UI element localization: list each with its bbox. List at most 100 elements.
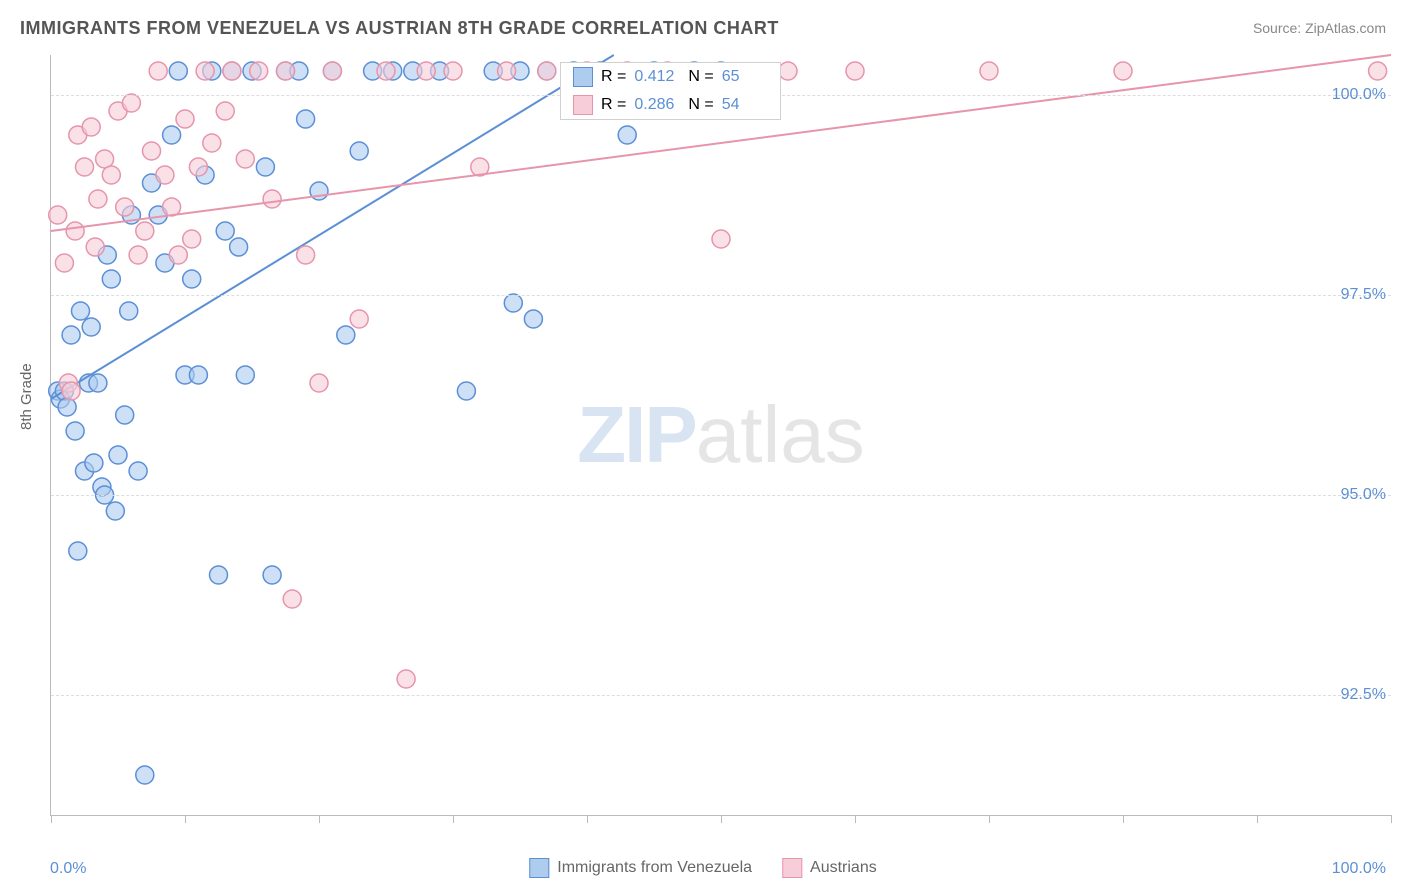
data-point: [618, 126, 636, 144]
data-point: [277, 62, 295, 80]
data-point: [377, 62, 395, 80]
x-tick: [1257, 815, 1258, 823]
x-tick: [51, 815, 52, 823]
data-point: [297, 246, 315, 264]
scatter-svg: [51, 55, 1391, 815]
chart-title: IMMIGRANTS FROM VENEZUELA VS AUSTRIAN 8T…: [20, 18, 779, 39]
data-point: [216, 102, 234, 120]
data-point: [66, 222, 84, 240]
chart-container: IMMIGRANTS FROM VENEZUELA VS AUSTRIAN 8T…: [0, 0, 1406, 892]
x-axis-min-label: 0.0%: [50, 860, 86, 878]
data-point: [69, 542, 87, 560]
data-point: [236, 366, 254, 384]
x-tick: [989, 815, 990, 823]
data-point: [196, 62, 214, 80]
data-point: [263, 566, 281, 584]
series-swatch: [573, 67, 593, 87]
data-point: [283, 590, 301, 608]
x-tick: [1123, 815, 1124, 823]
data-point: [980, 62, 998, 80]
data-point: [49, 206, 67, 224]
data-point: [169, 246, 187, 264]
x-axis-max-label: 100.0%: [1332, 860, 1386, 878]
stat-n-value: 65: [722, 68, 768, 86]
data-point: [417, 62, 435, 80]
data-point: [82, 118, 100, 136]
data-point: [62, 326, 80, 344]
legend-item: Immigrants from Venezuela: [529, 858, 752, 878]
data-point: [504, 294, 522, 312]
data-point: [102, 166, 120, 184]
data-point: [120, 302, 138, 320]
x-tick: [319, 815, 320, 823]
stat-n-value: 54: [722, 96, 768, 114]
data-point: [236, 150, 254, 168]
data-point: [89, 190, 107, 208]
data-point: [210, 566, 228, 584]
data-point: [176, 110, 194, 128]
data-point: [143, 142, 161, 160]
data-point: [156, 166, 174, 184]
data-point: [457, 382, 475, 400]
legend-label: Austrians: [810, 859, 877, 877]
data-point: [189, 158, 207, 176]
legend-item: Austrians: [782, 858, 877, 878]
data-point: [256, 158, 274, 176]
y-axis-label: 8th Grade: [18, 363, 35, 430]
grid-line: [51, 295, 1391, 296]
data-point: [846, 62, 864, 80]
legend-label: Immigrants from Venezuela: [557, 859, 752, 877]
grid-line: [51, 495, 1391, 496]
data-point: [216, 222, 234, 240]
data-point: [230, 238, 248, 256]
x-tick: [721, 815, 722, 823]
correlation-stats-box: R =0.412N =65R =0.286N =54: [560, 62, 781, 120]
data-point: [102, 270, 120, 288]
data-point: [86, 238, 104, 256]
data-point: [223, 62, 241, 80]
legend-swatch: [529, 858, 549, 878]
grid-line: [51, 695, 1391, 696]
stat-n-label: N =: [688, 96, 713, 114]
stat-r-label: R =: [601, 68, 626, 86]
data-point: [85, 454, 103, 472]
y-tick-label: 100.0%: [1332, 86, 1386, 104]
data-point: [183, 230, 201, 248]
legend-swatch: [782, 858, 802, 878]
data-point: [89, 374, 107, 392]
data-point: [779, 62, 797, 80]
plot-area: ZIPatlas: [50, 55, 1391, 816]
x-tick: [185, 815, 186, 823]
x-tick: [587, 815, 588, 823]
legend: Immigrants from Venezuela Austrians: [529, 858, 876, 878]
data-point: [149, 62, 167, 80]
stat-row: R =0.412N =65: [561, 63, 780, 91]
data-point: [263, 190, 281, 208]
data-point: [397, 670, 415, 688]
data-point: [163, 198, 181, 216]
data-point: [106, 502, 124, 520]
stat-row: R =0.286N =54: [561, 91, 780, 119]
data-point: [444, 62, 462, 80]
data-point: [323, 62, 341, 80]
source-label: Source: ZipAtlas.com: [1253, 20, 1386, 36]
data-point: [66, 422, 84, 440]
data-point: [116, 406, 134, 424]
data-point: [350, 310, 368, 328]
data-point: [183, 270, 201, 288]
y-tick-label: 95.0%: [1341, 486, 1386, 504]
data-point: [189, 366, 207, 384]
data-point: [712, 230, 730, 248]
data-point: [297, 110, 315, 128]
data-point: [76, 158, 94, 176]
data-point: [169, 62, 187, 80]
data-point: [163, 126, 181, 144]
data-point: [203, 134, 221, 152]
data-point: [82, 318, 100, 336]
stat-r-value: 0.412: [634, 68, 680, 86]
data-point: [136, 766, 154, 784]
x-tick: [1391, 815, 1392, 823]
data-point: [116, 198, 134, 216]
data-point: [55, 254, 73, 272]
data-point: [1114, 62, 1132, 80]
